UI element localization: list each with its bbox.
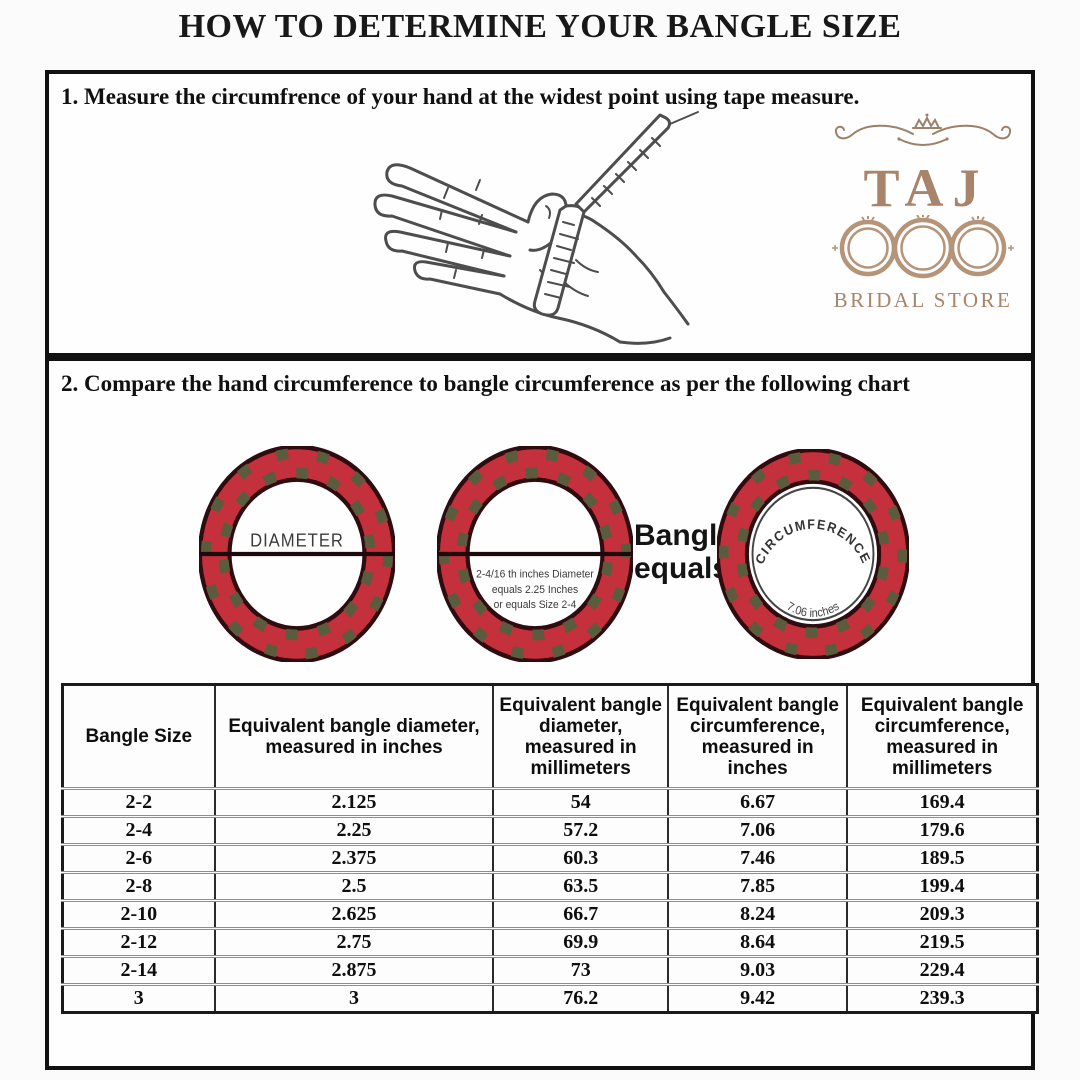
table-cell: 2.25 (213, 816, 494, 845)
table-cell: 76.2 (492, 984, 668, 1013)
bangle-diameter-diagram: DIAMETER (199, 446, 395, 662)
page-title: HOW TO DETERMINE YOUR BANGLE SIZE (178, 8, 902, 45)
equals-label: Bangle equals (634, 519, 734, 585)
table-cell: 6.67 (666, 788, 848, 817)
circumference-value: 7.06 inches (785, 600, 842, 620)
step2-section: 2. Compare the hand circumference to ban… (45, 357, 1039, 1070)
table-cell: 2.125 (213, 788, 494, 817)
table-cell: 2-12 (120, 931, 158, 953)
hand-tape-icon (373, 111, 699, 345)
table-cell: 7.46 (666, 844, 848, 873)
table-row: 3 3 76.2 9.42 239.3 (62, 984, 1038, 1013)
brand-logo: TAJ BRIDAL STORE (825, 112, 1021, 313)
table-cell: 69.9 (492, 928, 668, 957)
table-row: 2-4 2.25 57.2 7.06 179.6 (62, 816, 1038, 845)
step2-heading: 2. Compare the hand circumference to ban… (61, 371, 910, 396)
table-cell: 2.375 (213, 844, 494, 873)
table-cell: 54 (492, 788, 668, 817)
brand-name: TAJ (863, 158, 989, 218)
table-cell: 57.2 (492, 816, 668, 845)
bangle-circumference-diagram: CIRCUMFERENCE 7.06 inches (717, 449, 909, 659)
size-table-container: Bangle Size Equivalent bangle diameter, m… (61, 683, 1039, 1014)
table-cell: 73 (492, 956, 668, 985)
column-header: Equivalent bangle diameter, measured in … (492, 684, 668, 789)
logo-rings-icon (832, 214, 1014, 279)
logo-flourish-icon (834, 113, 1012, 146)
header-row: Bangle Size Equivalent bangle diameter, m… (63, 684, 1038, 789)
example-caption-line: 2-4/16 th inches Diameter (476, 568, 594, 581)
table-cell: 169.4 (846, 788, 1038, 817)
table-cell: 189.5 (846, 844, 1038, 873)
table-row: 2-12 2.75 69.9 8.64 219.5 (62, 928, 1038, 957)
size-table: Bangle Size Equivalent bangle diameter, m… (61, 683, 1039, 1014)
table-cell: 239.3 (846, 984, 1038, 1013)
table-cell: 209.3 (846, 900, 1038, 929)
hand-measure-illustration (330, 110, 710, 350)
table-cell: 66.7 (492, 900, 668, 929)
inner-circle (751, 486, 875, 622)
example-caption-line: or equals Size 2-4 (494, 599, 577, 612)
table-row: 2-14 2.875 73 9.03 229.4 (62, 956, 1038, 985)
table-row: 2-8 2.5 63.5 7.85 199.4 (62, 872, 1038, 901)
table-cell: 3 (213, 984, 494, 1013)
table-cell: 2-14 (120, 959, 158, 981)
table-cell: 9.42 (666, 984, 848, 1013)
table-row: 2-10 2.625 66.7 8.24 209.3 (62, 900, 1038, 929)
table-cell: 60.3 (492, 844, 668, 873)
table-cell: 2.75 (213, 928, 494, 957)
equals-label-line: equals (634, 552, 730, 585)
table-cell: 2-10 (120, 903, 158, 925)
table-cell: 2-6 (125, 847, 153, 869)
table-cell: 199.4 (846, 872, 1038, 901)
step1-section: 1. Measure the circumfrence of your hand… (45, 70, 1035, 357)
table-cell: 8.64 (666, 928, 848, 957)
table-cell: 2-2 (125, 791, 153, 813)
column-header: Equivalent bangle circumference, measure… (666, 684, 848, 789)
table-cell: 2.5 (213, 872, 494, 901)
table-cell: 229.4 (846, 956, 1038, 985)
table-cell: 3 (133, 987, 144, 1009)
table-cell: 179.6 (846, 816, 1038, 845)
table-cell: 219.5 (846, 928, 1038, 957)
table-cell: 9.03 (666, 956, 848, 985)
table-cell: 8.24 (666, 900, 848, 929)
column-header: Bangle Size (85, 726, 193, 747)
example-caption-line: equals 2.25 Inches (492, 583, 579, 596)
diameter-label: DIAMETER (250, 530, 344, 551)
table-cell: 63.5 (492, 872, 668, 901)
table-cell: 2.625 (213, 900, 494, 929)
table-row: 2-2 2.125 54 6.67 169.4 (62, 788, 1038, 817)
table-cell: 2-4 (125, 819, 153, 841)
column-header: Equivalent bangle diameter, measured in … (213, 684, 494, 789)
step1-heading: 1. Measure the circumfrence of your hand… (61, 84, 860, 109)
brand-subtitle: BRIDAL STORE (833, 288, 1013, 312)
bangle-example-diagram: 2-4/16 th inches Diameter equals 2.25 In… (437, 446, 633, 662)
table-cell: 2.875 (213, 956, 494, 985)
svg-text:7.06 inches: 7.06 inches (785, 600, 842, 620)
table-cell: 2-8 (125, 875, 153, 897)
table-row: 2-6 2.375 60.3 7.46 189.5 (62, 844, 1038, 873)
column-header: Equivalent bangle circumference, measure… (846, 684, 1038, 789)
table-cell: 7.85 (666, 872, 848, 901)
table-cell: 7.06 (666, 816, 848, 845)
